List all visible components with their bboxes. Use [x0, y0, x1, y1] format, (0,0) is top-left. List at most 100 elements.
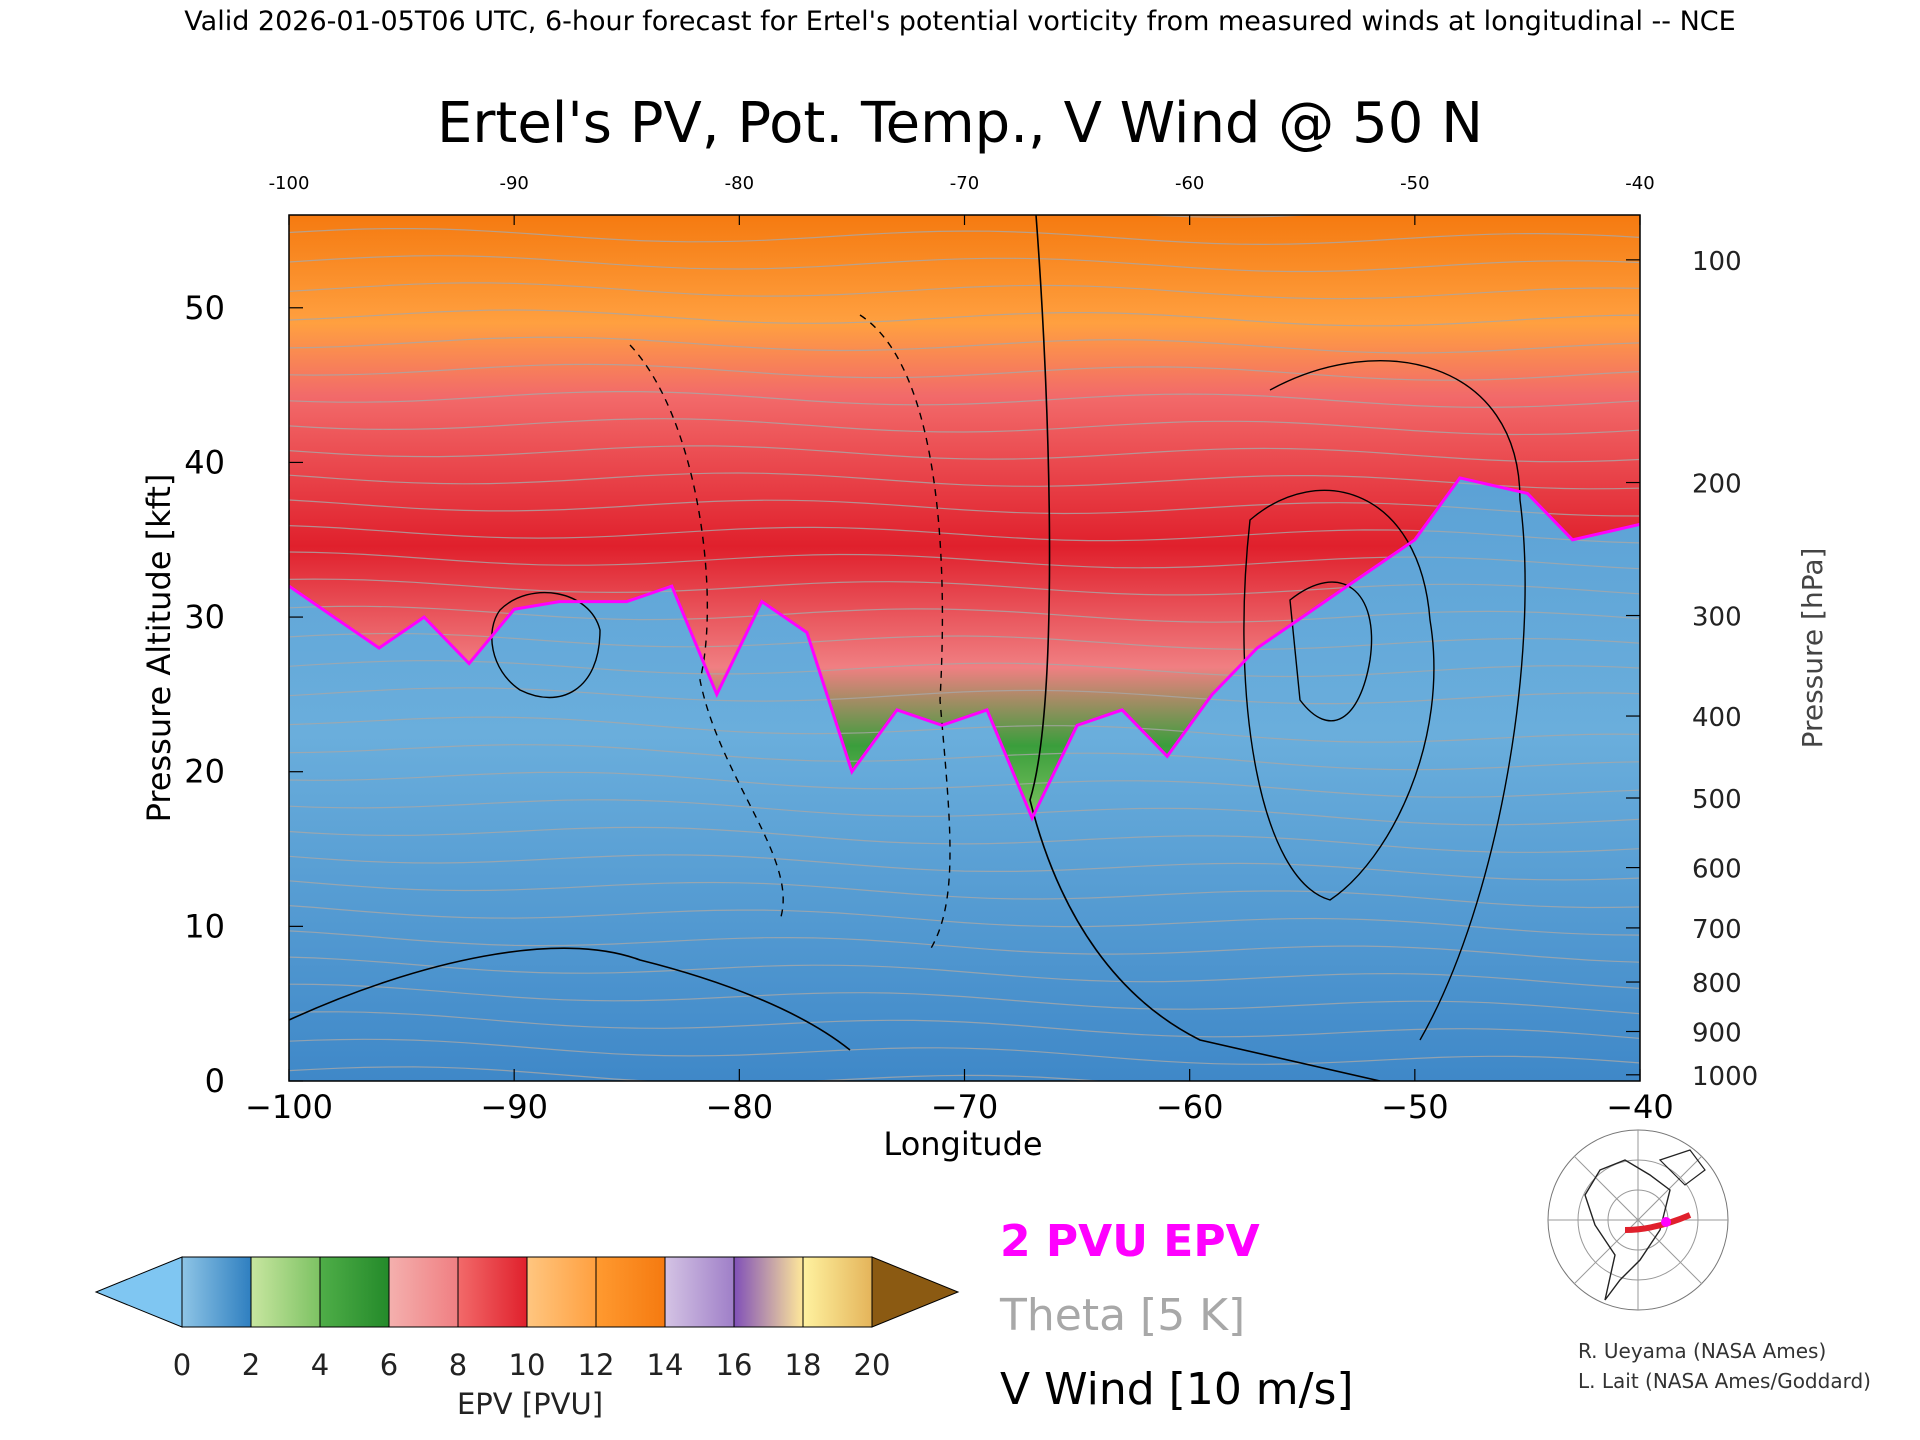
- wind-contour-small: [491, 591, 601, 699]
- stratosphere-field: [289, 215, 1640, 819]
- theta-contour: [289, 632, 1640, 650]
- wind-contour-20: [1243, 489, 1435, 901]
- theta-contour: [289, 771, 1640, 798]
- x-axis-label: Longitude: [883, 1125, 1042, 1163]
- theta-contour: [289, 309, 1640, 327]
- pressure-tick-label: 300: [1692, 603, 1742, 633]
- colorbar-bin: [181, 1256, 252, 1328]
- y-tick-label: 30: [184, 598, 225, 636]
- wind-contour-neg10: [629, 344, 784, 921]
- colorbar-bin: [595, 1256, 666, 1328]
- theta-contour: [289, 282, 1640, 300]
- colorbar-bin: [319, 1256, 390, 1328]
- theta-contour: [289, 744, 1640, 771]
- x-axis-top: -100 -90 -80 -70 -60 -50 -40: [269, 173, 1655, 225]
- plot-area: [289, 215, 1640, 1081]
- legend-entry-vwind: V Wind [10 m/s]: [1000, 1364, 1354, 1415]
- x-top-tick-label: -100: [269, 173, 310, 194]
- colorbar-bin: [250, 1256, 321, 1328]
- credit-line-1: R. Ueyama (NASA Ames): [1578, 1339, 1826, 1363]
- theta-contour: [289, 854, 1640, 881]
- colorbar-tick-label: 8: [449, 1348, 467, 1382]
- colorbar-bin: [733, 1256, 804, 1328]
- theta-contour: [289, 956, 1640, 989]
- theta-contour: [289, 418, 1640, 436]
- theta-contour: [289, 687, 1640, 705]
- x-tick-label: −60: [1156, 1088, 1224, 1126]
- theta-contour: [289, 336, 1640, 354]
- x-top-tick-label: -50: [1400, 173, 1429, 194]
- x-tick-label: −40: [1606, 1088, 1674, 1126]
- legend: 2 PVU EPV Theta [5 K] V Wind [10 m/s]: [999, 1216, 1354, 1415]
- y2-axis-label: Pressure [hPa]: [1796, 548, 1829, 749]
- theta-contour: [289, 445, 1640, 463]
- colorbar: 0 2 4 6 8 10 12 14 16 18 20: [94, 1256, 960, 1382]
- theta-contour: [289, 1038, 1640, 1065]
- colorbar-tick-label: 18: [785, 1348, 822, 1382]
- y-tick-label: 0: [205, 1062, 225, 1100]
- colorbar-tick-label: 6: [380, 1348, 398, 1382]
- colorbar-tick-label: 2: [242, 1348, 260, 1382]
- pressure-tick-label: 400: [1692, 703, 1742, 733]
- theta-contour: [289, 472, 1640, 490]
- wind-contour-30: [1289, 581, 1373, 722]
- colorbar-tick-label: 10: [509, 1348, 546, 1382]
- tropopause-2pvu-line: [289, 476, 1640, 822]
- y-axis-right-pressure: 100 200 300 400 500 600 700 800 900 1000: [1626, 247, 1758, 1092]
- x-top-tick-label: -80: [725, 173, 754, 194]
- x-axis-bottom: −100 −90 −80 −70 −60 −50 −40: [245, 1069, 1674, 1126]
- colorbar-bin: [526, 1256, 597, 1328]
- pressure-tick-label: 900: [1692, 1019, 1742, 1049]
- theta-contour: [289, 578, 1640, 596]
- legend-entry-theta: Theta [5 K]: [999, 1290, 1245, 1341]
- theta-contour: [289, 930, 1640, 963]
- y-tick-label: 20: [184, 753, 225, 791]
- y-tick-label: 40: [184, 443, 225, 481]
- wind-contour-neg10b: [859, 314, 951, 951]
- chart-title: Ertel's PV, Pot. Temp., V Wind @ 50 N: [437, 91, 1483, 156]
- y-tick-label: 10: [184, 907, 225, 945]
- y-axis-label: Pressure Altitude [kft]: [140, 474, 178, 823]
- theta-contours: [289, 215, 1640, 1081]
- y-tick-label: 50: [184, 289, 225, 327]
- theta-contour: [289, 905, 1640, 936]
- theta-contour: [289, 525, 1640, 544]
- theta-contour: [289, 605, 1640, 623]
- y-axis-left: 0 10 20 30 40 50: [184, 289, 303, 1100]
- colorbar-bin: [802, 1256, 873, 1328]
- colorbar-bin: [664, 1256, 735, 1328]
- colorbar-tick-label: 14: [647, 1348, 684, 1382]
- theta-contour: [289, 363, 1640, 381]
- pressure-tick-label: 1000: [1692, 1062, 1758, 1092]
- header-line: Valid 2026-01-05T06 UTC, 6-hour forecast…: [184, 6, 1735, 37]
- x-tick-label: −50: [1381, 1088, 1449, 1126]
- theta-contour: [289, 1011, 1640, 1039]
- x-top-tick-label: -60: [1175, 173, 1204, 194]
- theta-contour: [289, 983, 1640, 1015]
- x-tick-label: −80: [706, 1088, 774, 1126]
- x-top-tick-label: -40: [1625, 173, 1654, 194]
- colorbar-label: EPV [PVU]: [457, 1387, 603, 1421]
- theta-contour: [289, 716, 1640, 743]
- legend-entry-2pvu: 2 PVU EPV: [1000, 1216, 1260, 1267]
- credit-line-2: L. Lait (NASA Ames/Goddard): [1578, 1369, 1871, 1393]
- pressure-tick-label: 800: [1692, 969, 1742, 999]
- x-top-tick-label: -90: [499, 173, 528, 194]
- theta-contour: [289, 255, 1640, 273]
- pressure-tick-label: 500: [1692, 785, 1742, 815]
- colorbar-bin: [457, 1256, 528, 1328]
- x-tick-label: −100: [245, 1088, 333, 1126]
- colorbar-tick-label: 4: [311, 1348, 329, 1382]
- theta-contour: [289, 799, 1640, 826]
- colorbar-under-arrow: [94, 1256, 183, 1328]
- wind-contour-low: [289, 947, 851, 1051]
- theta-contour: [289, 880, 1640, 909]
- x-tick-label: −70: [931, 1088, 999, 1126]
- theta-contour: [289, 826, 1640, 853]
- wind-contour-10: [1269, 360, 1526, 1041]
- colorbar-tick-label: 12: [578, 1348, 615, 1382]
- x-tick-label: −90: [480, 1088, 548, 1126]
- colorbar-bin: [388, 1256, 459, 1328]
- pressure-tick-label: 100: [1692, 247, 1742, 277]
- pressure-tick-label: 700: [1692, 915, 1742, 945]
